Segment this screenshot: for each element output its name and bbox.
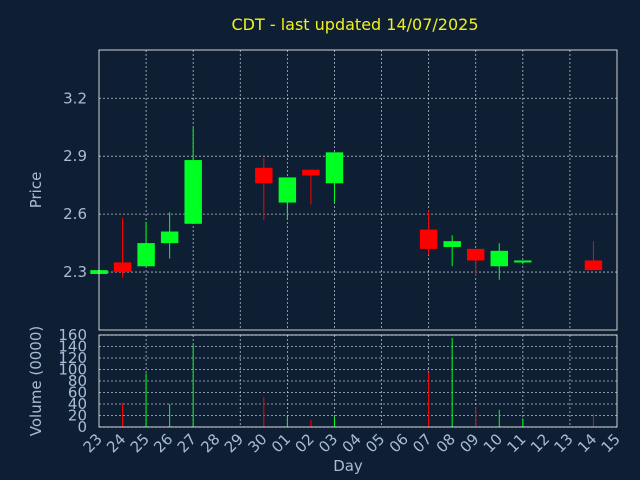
x-tick-label: 14 <box>574 430 600 456</box>
x-tick-label: 29 <box>221 430 247 456</box>
candle-body <box>490 250 508 267</box>
volume-ytick-label: 40 <box>68 395 87 413</box>
candle-body <box>443 241 461 247</box>
x-tick-label: 08 <box>433 430 459 456</box>
x-tick-label: 02 <box>292 430 318 456</box>
candle-body <box>584 260 603 271</box>
x-tick-label: 26 <box>150 430 176 456</box>
candle-body <box>255 167 273 184</box>
x-tick-label: 01 <box>268 430 294 456</box>
x-tick-label: 05 <box>362 430 388 456</box>
candle-body <box>113 262 132 273</box>
candle-body <box>514 260 532 263</box>
price-ytick-label: 2.3 <box>63 263 87 281</box>
volume-ytick-label: 160 <box>58 326 87 344</box>
volume-ytick-label: 20 <box>68 407 87 425</box>
candle-body <box>160 231 179 244</box>
volume-plot-frame <box>98 334 618 428</box>
x-tick-label: 03 <box>315 430 341 456</box>
x-tick-label: 11 <box>503 430 529 456</box>
x-tick-label: 28 <box>197 430 223 456</box>
price-plot-frame <box>98 49 618 331</box>
volume-ytick-label: 60 <box>68 384 87 402</box>
chart-title: CDT - last updated 14/07/2025 <box>232 15 479 34</box>
volume-ytick-label: 0 <box>77 418 87 436</box>
x-tick-label: 09 <box>456 430 482 456</box>
volume-ytick-label: 80 <box>68 372 87 390</box>
volume-axis-label: Volume (0000) <box>27 326 45 436</box>
price-panel: 2.3 2.6 2.9 3.2 Price <box>27 49 618 331</box>
x-axis-label: Day <box>333 457 363 475</box>
price-ytick-label: 2.9 <box>63 147 87 165</box>
x-tick-label: 13 <box>551 430 577 456</box>
candle-body <box>184 160 202 224</box>
volume-ytick-label: 140 <box>58 338 87 356</box>
volume-ytick-label: 100 <box>58 361 87 379</box>
price-ytick-label: 3.2 <box>63 89 87 107</box>
candle-body <box>325 152 344 184</box>
candle-body <box>302 169 320 176</box>
candle-body <box>137 243 155 267</box>
price-axis-label: Price <box>27 172 45 209</box>
x-tick-label: 25 <box>127 430 153 456</box>
price-ytick-label: 2.6 <box>63 205 87 223</box>
x-tick-label: 06 <box>386 430 412 456</box>
x-tick-label: 27 <box>174 430 200 456</box>
volume-ytick-label: 120 <box>58 349 87 367</box>
x-tick-label: 04 <box>339 430 365 456</box>
x-tick-label: 10 <box>480 430 506 456</box>
x-tick-label: 12 <box>527 430 553 456</box>
candle-body <box>278 177 297 203</box>
x-tick-label: 30 <box>244 430 270 456</box>
candle-body <box>467 248 485 261</box>
x-tick-label: 15 <box>598 430 624 456</box>
candle-body <box>419 229 438 249</box>
x-tick-label: 07 <box>409 430 435 456</box>
x-tick-label: 24 <box>103 430 129 456</box>
